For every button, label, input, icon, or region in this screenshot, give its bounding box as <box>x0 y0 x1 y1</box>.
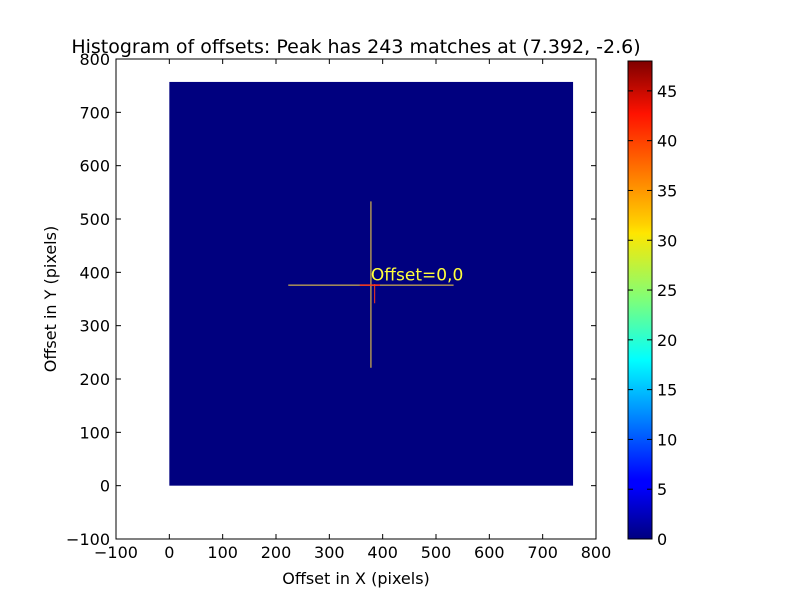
chart-title: Histogram of offsets: Peak has 243 match… <box>71 36 640 58</box>
y-tick-label: 500 <box>79 210 110 229</box>
axes-frame <box>115 58 597 540</box>
y-tick-label: 400 <box>79 263 110 282</box>
y-axis-label: Offset in Y (pixels) <box>41 226 60 372</box>
colorbar-tick-label: 45 <box>657 82 677 101</box>
colorbar-gradient <box>627 60 653 540</box>
x-tick-label: 0 <box>164 543 174 562</box>
x-tick-label: 700 <box>527 543 558 562</box>
y-tick-labels: −100 0 100 200 300 400 500 600 700 800 <box>66 50 110 549</box>
colorbar-tick-label: 35 <box>657 181 677 200</box>
x-tick-label: 800 <box>581 543 612 562</box>
x-tick-label: 400 <box>367 543 398 562</box>
colorbar-tick-label: 20 <box>657 331 677 350</box>
y-tick-label: 700 <box>79 103 110 122</box>
x-tick-label: 500 <box>421 543 452 562</box>
offset-annotation: Offset=0,0 <box>371 265 463 285</box>
x-tick-labels: −100 0 100 200 300 400 500 600 700 800 <box>94 543 611 562</box>
y-tick-label: 800 <box>79 50 110 69</box>
x-tick-label: 600 <box>474 543 505 562</box>
y-tick-label: −100 <box>66 530 110 549</box>
colorbar-tick-labels: 0 5 10 15 20 25 30 35 40 45 <box>657 82 677 549</box>
colorbar: 0 5 10 15 20 25 30 35 40 45 <box>627 60 677 549</box>
colorbar-tick-label: 15 <box>657 381 677 400</box>
colorbar-tick-label: 40 <box>657 132 677 151</box>
colorbar-tick-label: 25 <box>657 281 677 300</box>
x-tick-label: 300 <box>314 543 345 562</box>
colorbar-tick-label: 0 <box>657 530 667 549</box>
x-tick-label: 200 <box>261 543 292 562</box>
y-tick-label: 100 <box>79 423 110 442</box>
y-tick-label: 300 <box>79 317 110 336</box>
plot-area: Offset=0,0 <box>115 58 597 540</box>
colorbar-tick-label: 30 <box>657 231 677 250</box>
colorbar-tick-label: 10 <box>657 430 677 449</box>
x-tick-label: −100 <box>94 543 138 562</box>
colorbar-tick-label: 5 <box>657 480 667 499</box>
colorbar-tick-marks <box>628 90 652 540</box>
x-axis-label: Offset in X (pixels) <box>282 569 430 588</box>
y-tick-label: 200 <box>79 370 110 389</box>
y-tick-label: 600 <box>79 157 110 176</box>
x-tick-label: 100 <box>207 543 238 562</box>
y-tick-label: 0 <box>100 477 110 496</box>
